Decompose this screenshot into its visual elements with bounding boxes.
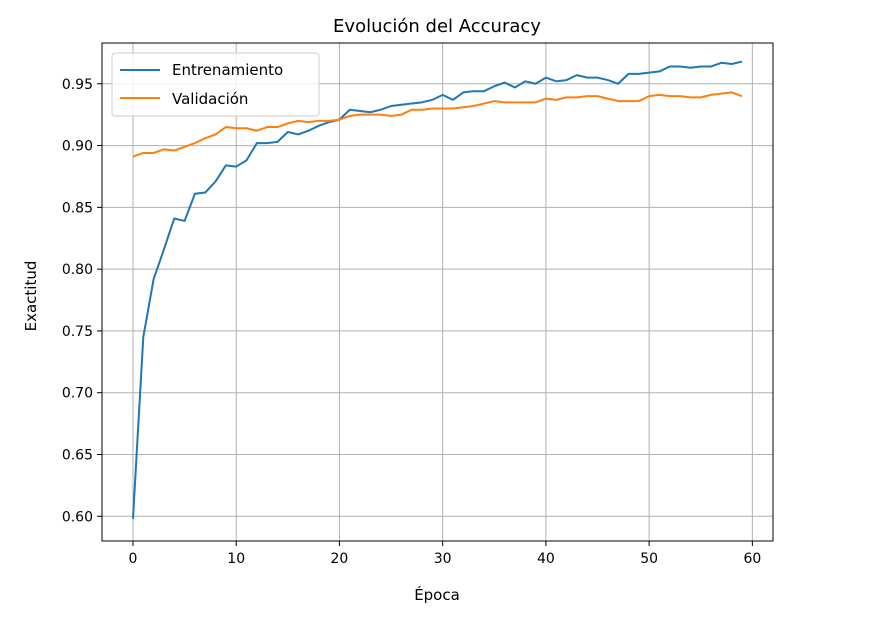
x-tick-label: 30: [434, 551, 452, 567]
x-tick-label: 50: [640, 551, 658, 567]
y-tick-label: 0.80: [62, 262, 93, 278]
y-tick-label: 0.60: [62, 509, 93, 525]
y-tick-label: 0.65: [62, 447, 93, 463]
legend-label-entrenamiento: Entrenamiento: [172, 61, 283, 79]
x-tick-label: 0: [129, 551, 138, 567]
legend-label-validacion: Validación: [172, 90, 248, 108]
axis-ticks: 0 10 20 30 40 50 60 0.60 0.65 0.70 0.75 0.80 0.85 0.9…: [62, 77, 761, 567]
y-tick-label: 0.70: [62, 386, 93, 402]
x-tick-label: 60: [743, 551, 761, 567]
series-lines: [131, 60, 743, 519]
chart-title: Evolución del Accuracy: [333, 16, 541, 37]
plot-area-frame: [101, 42, 774, 542]
y-axis-label: Exactitud: [22, 261, 40, 332]
grid: [102, 43, 773, 541]
x-tick-label: 20: [331, 551, 349, 567]
x-tick-label: 40: [537, 551, 555, 567]
y-tick-label: 0.85: [62, 200, 93, 216]
legend-box: [111, 52, 320, 117]
x-tick-label: 10: [227, 551, 245, 567]
legend: Entrenamiento Validación: [111, 52, 320, 117]
y-tick-label: 0.90: [62, 139, 93, 155]
x-axis-label: Época: [414, 585, 460, 604]
series-line-entrenamiento: [131, 60, 743, 519]
y-tick-label: 0.75: [62, 324, 93, 340]
series-line-validacion: [132, 91, 743, 158]
y-tick-label: 0.95: [62, 77, 93, 93]
